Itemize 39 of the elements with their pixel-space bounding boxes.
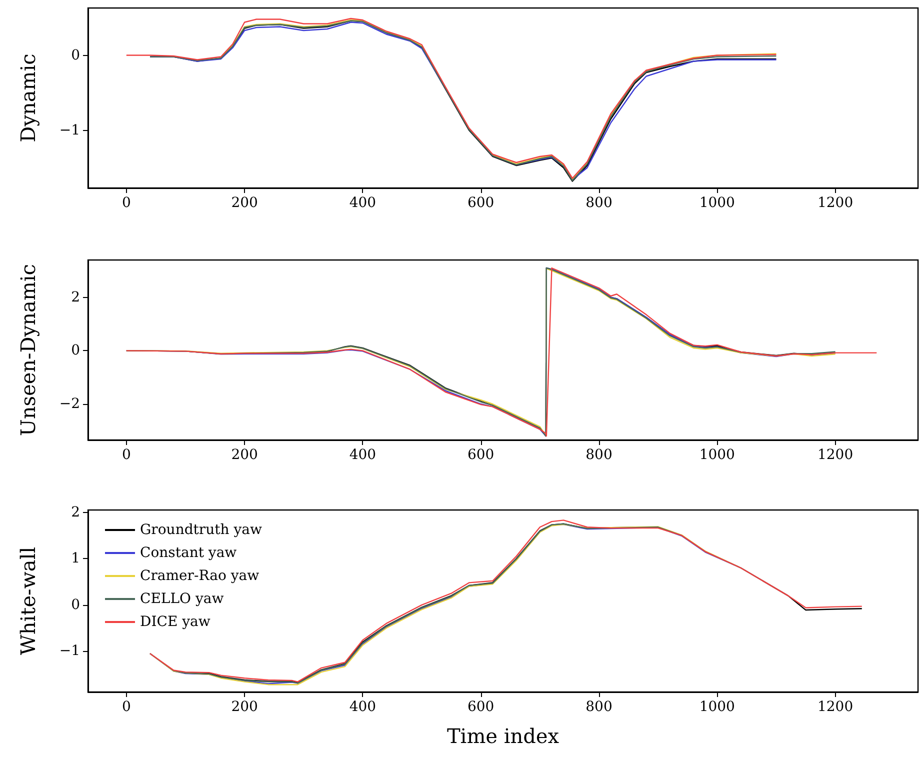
x-tick-label: 800: [586, 699, 612, 715]
x-tick-label: 0: [122, 699, 131, 715]
x-tick-label: 800: [586, 195, 612, 211]
y-tick-label: −2: [59, 396, 80, 412]
x-tick-label: 0: [122, 447, 131, 463]
y-axis-title: Unseen-Dynamic: [16, 264, 40, 436]
x-tick-label: 1200: [817, 447, 854, 463]
y-axis-title: White-wall: [16, 546, 40, 656]
x-tick-label: 400: [349, 699, 376, 715]
y-tick-label: 0: [71, 342, 80, 359]
x-tick-label: 200: [231, 195, 258, 211]
legend-label: Constant yaw: [140, 545, 237, 561]
x-axis-title: Time index: [446, 724, 560, 748]
legend-label: DICE yaw: [140, 614, 210, 630]
legend-label: CELLO yaw: [140, 591, 224, 607]
x-tick-label: 200: [231, 699, 258, 715]
y-tick-label: −1: [59, 122, 80, 138]
y-tick-label: −1: [59, 643, 80, 660]
x-tick-label: 1000: [699, 447, 735, 463]
x-tick-label: 1200: [817, 195, 854, 211]
x-tick-label: 600: [467, 699, 494, 715]
y-tick-label: 0: [71, 47, 80, 64]
x-tick-label: 400: [349, 447, 376, 463]
x-tick-label: 800: [586, 447, 612, 463]
x-tick-label: 1200: [817, 699, 854, 715]
legend-label: Groundtruth yaw: [140, 522, 262, 538]
x-tick-label: 1000: [699, 699, 735, 715]
x-tick-label: 200: [231, 447, 258, 463]
y-tick-label: 1: [71, 550, 80, 567]
x-tick-label: 1000: [699, 195, 735, 211]
x-tick-label: 0: [122, 195, 131, 211]
y-tick-label: 2: [71, 504, 80, 520]
legend-label: Cramer-Rao yaw: [140, 568, 260, 584]
x-tick-label: 600: [467, 447, 494, 463]
x-tick-label: 400: [349, 195, 376, 211]
y-axis-title: Dynamic: [16, 54, 40, 142]
y-tick-label: 0: [71, 596, 80, 613]
x-tick-label: 600: [467, 195, 494, 211]
y-tick-label: 2: [71, 289, 80, 306]
